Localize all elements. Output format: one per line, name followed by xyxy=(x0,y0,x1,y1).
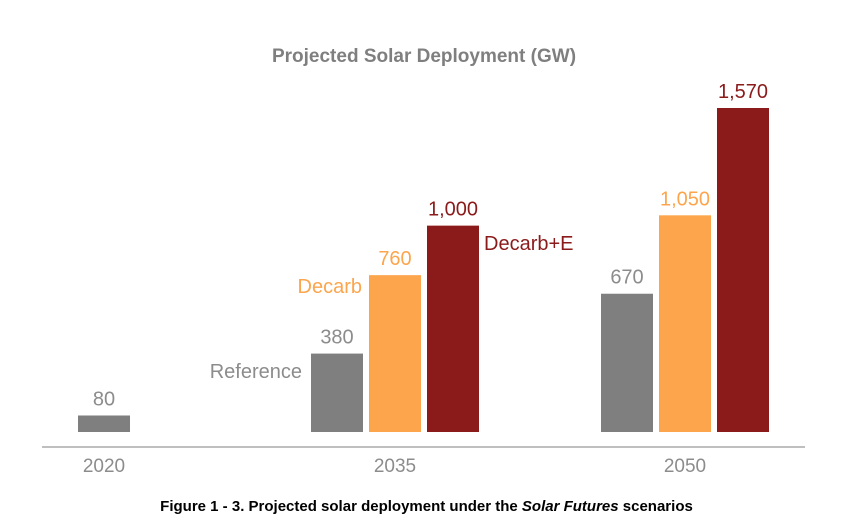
bar-decarb-e-2050 xyxy=(717,108,769,432)
value-labels-layer: 80 380 760 1,000 670 1,050 1,570 xyxy=(93,81,768,410)
value-label-decarb-2050: 1,050 xyxy=(660,188,710,210)
bar-reference-2020 xyxy=(78,415,130,432)
value-label-decarb-2035: 760 xyxy=(378,248,411,270)
chart-title: Projected Solar Deployment (GW) xyxy=(272,46,576,67)
x-tick-labels: 2020 2035 2050 xyxy=(83,456,706,477)
x-tick-2020: 2020 xyxy=(83,456,125,477)
x-tick-2035: 2035 xyxy=(374,456,416,477)
bar-reference-2050 xyxy=(601,293,653,432)
bar-decarb-2035 xyxy=(369,275,421,432)
caption-prefix: Figure 1 - 3. Projected solar deployment… xyxy=(160,498,522,515)
series-label-decarb: Decarb xyxy=(298,276,362,298)
value-label-reference-2050: 670 xyxy=(610,267,643,289)
bar-decarb-2050 xyxy=(659,215,711,432)
value-label-reference-2035: 380 xyxy=(320,327,353,349)
caption-italic: Solar Futures xyxy=(521,498,619,515)
bar-chart: Projected Solar Deployment (GW) 80 380 760… xyxy=(42,46,805,477)
caption-suffix: scenarios xyxy=(618,498,693,515)
series-labels: Reference Decarb Decarb+E xyxy=(210,233,574,383)
value-label-reference-2020: 80 xyxy=(93,388,115,410)
x-tick-2050: 2050 xyxy=(664,456,706,477)
value-label-decarb-e-2050: 1,570 xyxy=(718,81,768,103)
figure-caption: Figure 1 - 3. Projected solar deployment… xyxy=(0,498,853,515)
series-label-reference: Reference xyxy=(210,361,302,383)
bar-reference-2035 xyxy=(311,353,363,432)
bar-decarb-e-2035 xyxy=(427,225,479,432)
value-label-decarb-e-2035: 1,000 xyxy=(428,199,478,221)
bars-layer xyxy=(78,108,769,432)
series-label-decarb-e: Decarb+E xyxy=(484,233,574,255)
